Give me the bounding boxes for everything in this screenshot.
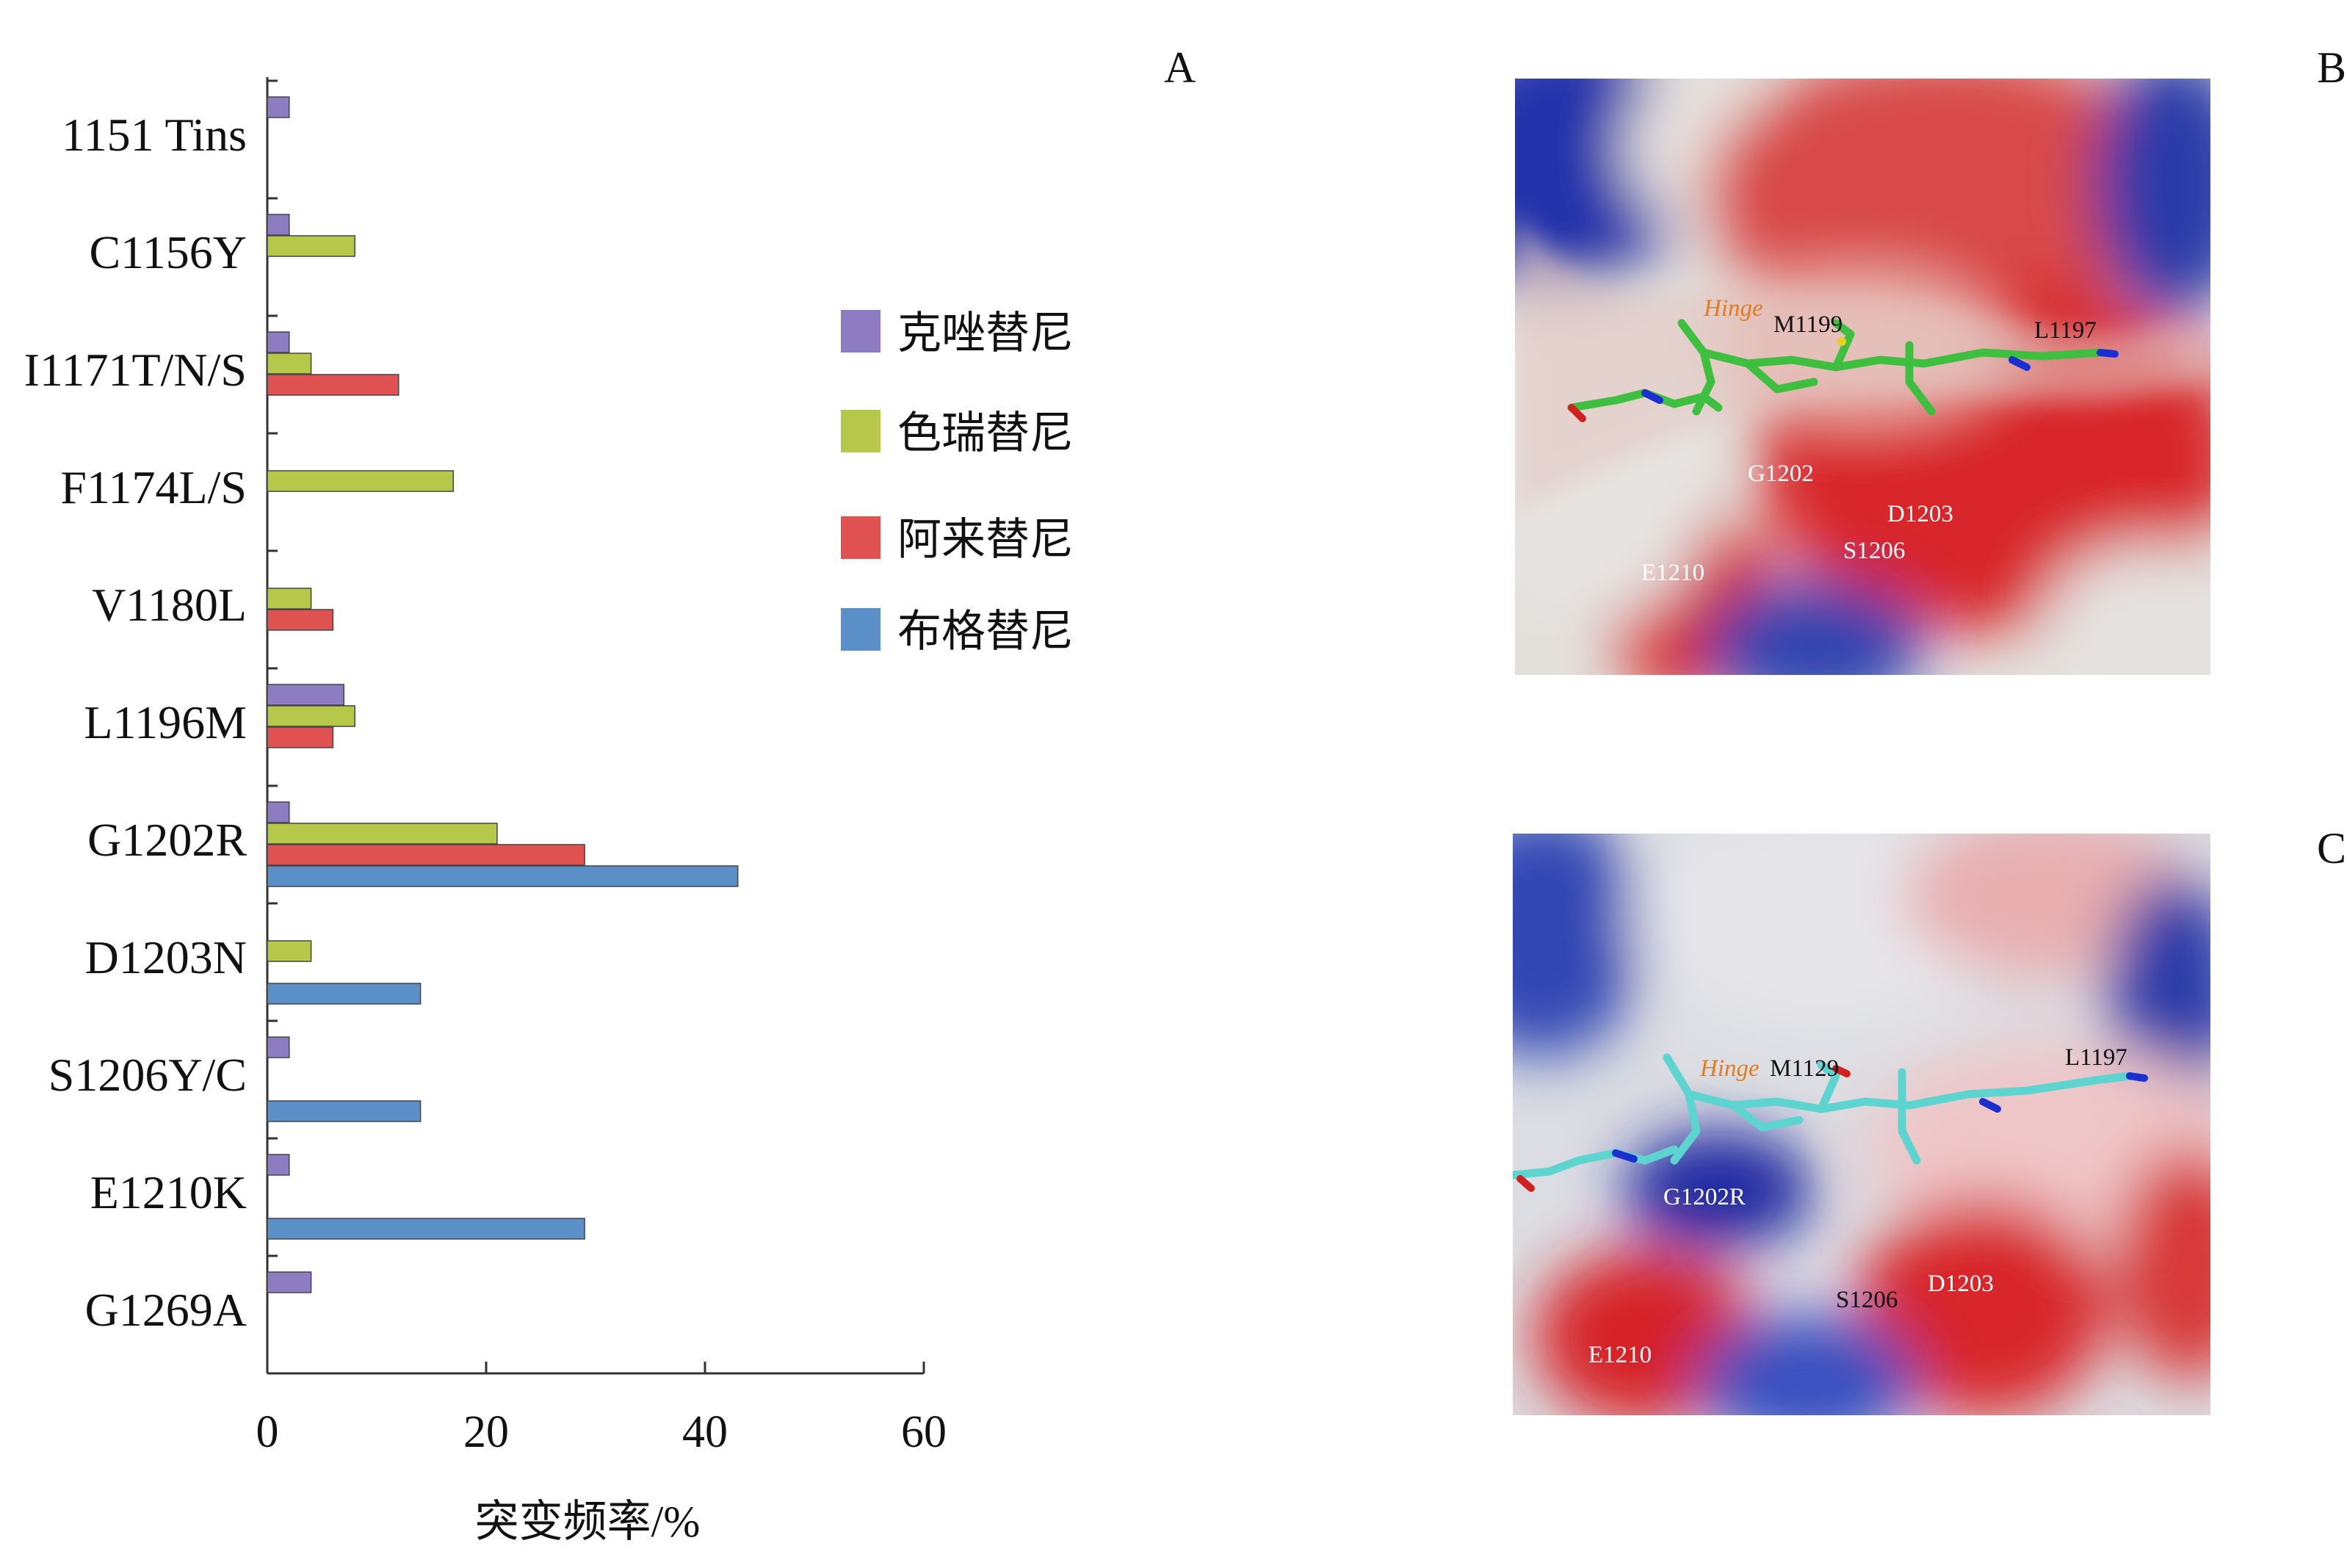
legend-swatch bbox=[841, 608, 880, 651]
category-label: G1269A bbox=[85, 1284, 247, 1336]
bar bbox=[267, 705, 355, 727]
category-label: L1196M bbox=[84, 696, 247, 748]
residue-label: L1197 bbox=[2065, 1044, 2127, 1071]
category-label: V1180L bbox=[92, 579, 247, 631]
bar bbox=[267, 214, 290, 236]
bar bbox=[267, 1154, 290, 1176]
bars bbox=[267, 96, 739, 1293]
bar bbox=[267, 1100, 422, 1122]
residue-label: E1210 bbox=[1588, 1342, 1652, 1368]
category-label: D1203N bbox=[85, 931, 247, 983]
legend-label: 克唑替尼 bbox=[897, 309, 1074, 358]
residue-label: M1199 bbox=[1773, 311, 1842, 338]
bar bbox=[267, 609, 334, 631]
legend-label: 阿来替尼 bbox=[897, 516, 1074, 564]
bar-chart: 1151 Tins C1156Y I1171T/N/S F1174L/S V1180L L… bbox=[24, 77, 1074, 1546]
panel-label-c: C bbox=[2317, 824, 2346, 872]
x-tick-label: 0 bbox=[256, 1407, 279, 1457]
legend-swatch bbox=[841, 410, 880, 452]
bar bbox=[267, 1036, 290, 1058]
residue-label: E1210 bbox=[1641, 560, 1704, 586]
residue-label: L1197 bbox=[2034, 317, 2097, 344]
x-tick-labels: 0 20 40 60 bbox=[256, 1407, 947, 1457]
bar bbox=[267, 983, 422, 1005]
x-tick-label: 60 bbox=[901, 1407, 947, 1457]
bar bbox=[267, 374, 399, 396]
category-labels: 1151 Tins C1156Y I1171T/N/S F1174L/S V1180L L… bbox=[24, 109, 247, 1336]
bar bbox=[267, 823, 498, 845]
residue-label: M1129 bbox=[1770, 1055, 1839, 1082]
bar bbox=[267, 1218, 585, 1240]
bar bbox=[267, 940, 312, 962]
bar bbox=[267, 684, 345, 706]
category-label: C1156Y bbox=[89, 226, 247, 278]
surface-image-c: Hinge M1129 L1197 G1202R S1206 D1203 E1210 bbox=[1513, 834, 2210, 1415]
ligand-b-atoms bbox=[1568, 349, 2119, 422]
residue-label: G1202R bbox=[1663, 1184, 1746, 1210]
category-label: G1202R bbox=[87, 814, 247, 866]
legend-label: 色瑞替尼 bbox=[897, 409, 1074, 458]
ligand-c-atoms bbox=[1516, 1065, 2148, 1192]
legend-swatch bbox=[841, 310, 880, 353]
category-label: S1206Y/C bbox=[48, 1049, 247, 1101]
sulfur-atom-b bbox=[1837, 337, 1846, 346]
ligand-c bbox=[1513, 1053, 2134, 1179]
surface-image-b: Hinge M1199 L1197 G1202 D1203 S1206 E1210 bbox=[1515, 79, 2210, 675]
x-tick-label: 40 bbox=[682, 1407, 728, 1457]
x-tick-label: 20 bbox=[463, 1407, 509, 1457]
residue-label: S1206 bbox=[1843, 538, 1905, 564]
residue-label: S1206 bbox=[1836, 1287, 1898, 1313]
residue-label: Hinge bbox=[1703, 295, 1763, 322]
bar bbox=[267, 353, 312, 375]
bar bbox=[267, 331, 290, 353]
residue-label: D1203 bbox=[1887, 501, 1953, 527]
bar bbox=[267, 865, 739, 887]
residue-label: G1202 bbox=[1748, 460, 1814, 487]
legend-label: 布格替尼 bbox=[897, 607, 1074, 656]
panel-label-a: A bbox=[1164, 43, 1196, 92]
bar bbox=[267, 588, 312, 610]
residue-label: Hinge bbox=[1699, 1055, 1760, 1082]
bar bbox=[267, 1271, 312, 1293]
category-label: 1151 Tins bbox=[62, 109, 247, 161]
category-label: E1210K bbox=[90, 1166, 247, 1218]
bar bbox=[267, 96, 290, 118]
legend-swatch bbox=[841, 516, 880, 559]
bar bbox=[267, 844, 585, 866]
bar bbox=[267, 235, 355, 257]
category-label: F1174L/S bbox=[60, 461, 247, 513]
panel-label-b: B bbox=[2317, 43, 2346, 92]
chart-axes bbox=[266, 77, 925, 1375]
residue-label: D1203 bbox=[1928, 1271, 1994, 1297]
bar bbox=[267, 801, 290, 823]
bar bbox=[267, 726, 334, 748]
x-axis-label: 突变频率/% bbox=[475, 1497, 701, 1546]
bar bbox=[267, 470, 455, 492]
category-label: I1171T/N/S bbox=[24, 344, 247, 396]
